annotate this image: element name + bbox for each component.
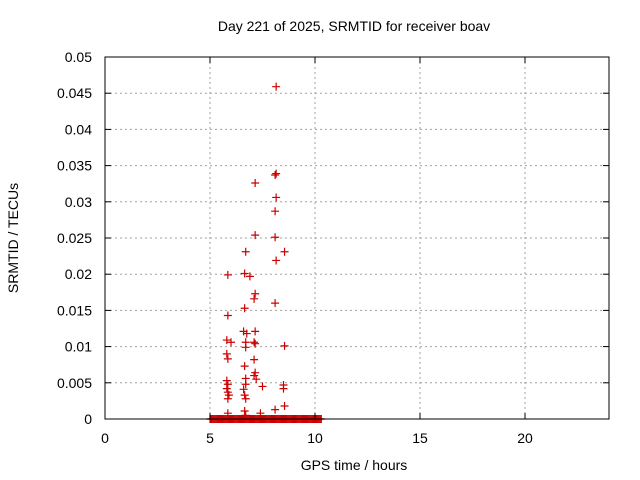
data-point <box>223 394 232 403</box>
data-point <box>222 336 231 345</box>
data-point <box>250 294 259 303</box>
data-point <box>280 247 289 256</box>
y-axis-label: SRMTID / TECUs <box>5 183 21 293</box>
data-point <box>251 289 260 298</box>
y-tick-label: 0.035 <box>57 158 92 174</box>
axis-ticks: 0 5 10 15 20 0 0.005 0.01 0.015 0.02 0.025 0.03 0.03… <box>57 49 609 446</box>
data-point <box>272 82 281 91</box>
data-point <box>250 338 259 347</box>
y-tick-label: 0.04 <box>65 121 92 137</box>
data-point <box>241 343 250 352</box>
y-tick-label: 0.015 <box>57 302 92 318</box>
y-tick-label: 0 <box>84 411 92 427</box>
data-point <box>240 391 249 400</box>
data-point <box>279 384 288 393</box>
data-point <box>241 380 250 389</box>
data-point <box>242 329 251 338</box>
y-tick-label: 0.03 <box>65 194 92 210</box>
data-point <box>222 384 231 393</box>
data-point <box>272 169 281 178</box>
y-tick-label: 0.05 <box>65 49 92 65</box>
data-point <box>258 382 267 391</box>
data-point <box>251 339 260 348</box>
data-point <box>250 355 259 364</box>
data-point <box>251 327 260 336</box>
grid-lines <box>105 57 609 419</box>
data-point <box>240 304 249 313</box>
data-point <box>251 178 260 187</box>
x-tick-label: 0 <box>101 430 109 446</box>
data-point <box>271 233 280 242</box>
data-point <box>239 385 248 394</box>
y-tick-label: 0.005 <box>57 375 92 391</box>
data-point <box>224 391 233 400</box>
data-point <box>280 341 289 350</box>
data-point <box>223 409 232 418</box>
data-point <box>271 171 280 180</box>
data-point <box>222 349 231 358</box>
data-points <box>206 82 326 423</box>
x-tick-label: 15 <box>412 430 428 446</box>
data-point <box>223 354 232 363</box>
data-point <box>252 375 261 384</box>
data-point <box>272 193 281 202</box>
data-point <box>227 338 235 347</box>
data-point <box>251 231 260 240</box>
x-tick-label: 5 <box>206 430 214 446</box>
data-point <box>223 270 232 279</box>
y-tick-label: 0.025 <box>57 230 92 246</box>
data-point <box>241 394 250 403</box>
data-point <box>240 269 249 278</box>
data-point <box>223 380 232 389</box>
data-point <box>241 247 250 256</box>
data-point <box>256 409 265 418</box>
data-point <box>240 362 249 371</box>
data-point <box>272 256 281 265</box>
data-point <box>271 405 280 414</box>
y-tick-label: 0.045 <box>57 85 92 101</box>
data-point <box>271 299 280 308</box>
data-point <box>280 401 289 410</box>
data-point <box>240 407 249 416</box>
data-point <box>222 376 231 385</box>
data-point <box>245 272 254 281</box>
data-point <box>223 311 232 320</box>
y-tick-label: 0.02 <box>65 266 92 282</box>
x-tick-label: 10 <box>307 430 323 446</box>
x-tick-label: 20 <box>517 430 533 446</box>
data-point <box>241 411 250 420</box>
chart-title: Day 221 of 2025, SRMTID for receiver boa… <box>218 18 490 34</box>
x-axis-label: GPS time / hours <box>301 457 408 473</box>
y-tick-label: 0.01 <box>65 339 92 355</box>
data-point <box>271 207 280 216</box>
